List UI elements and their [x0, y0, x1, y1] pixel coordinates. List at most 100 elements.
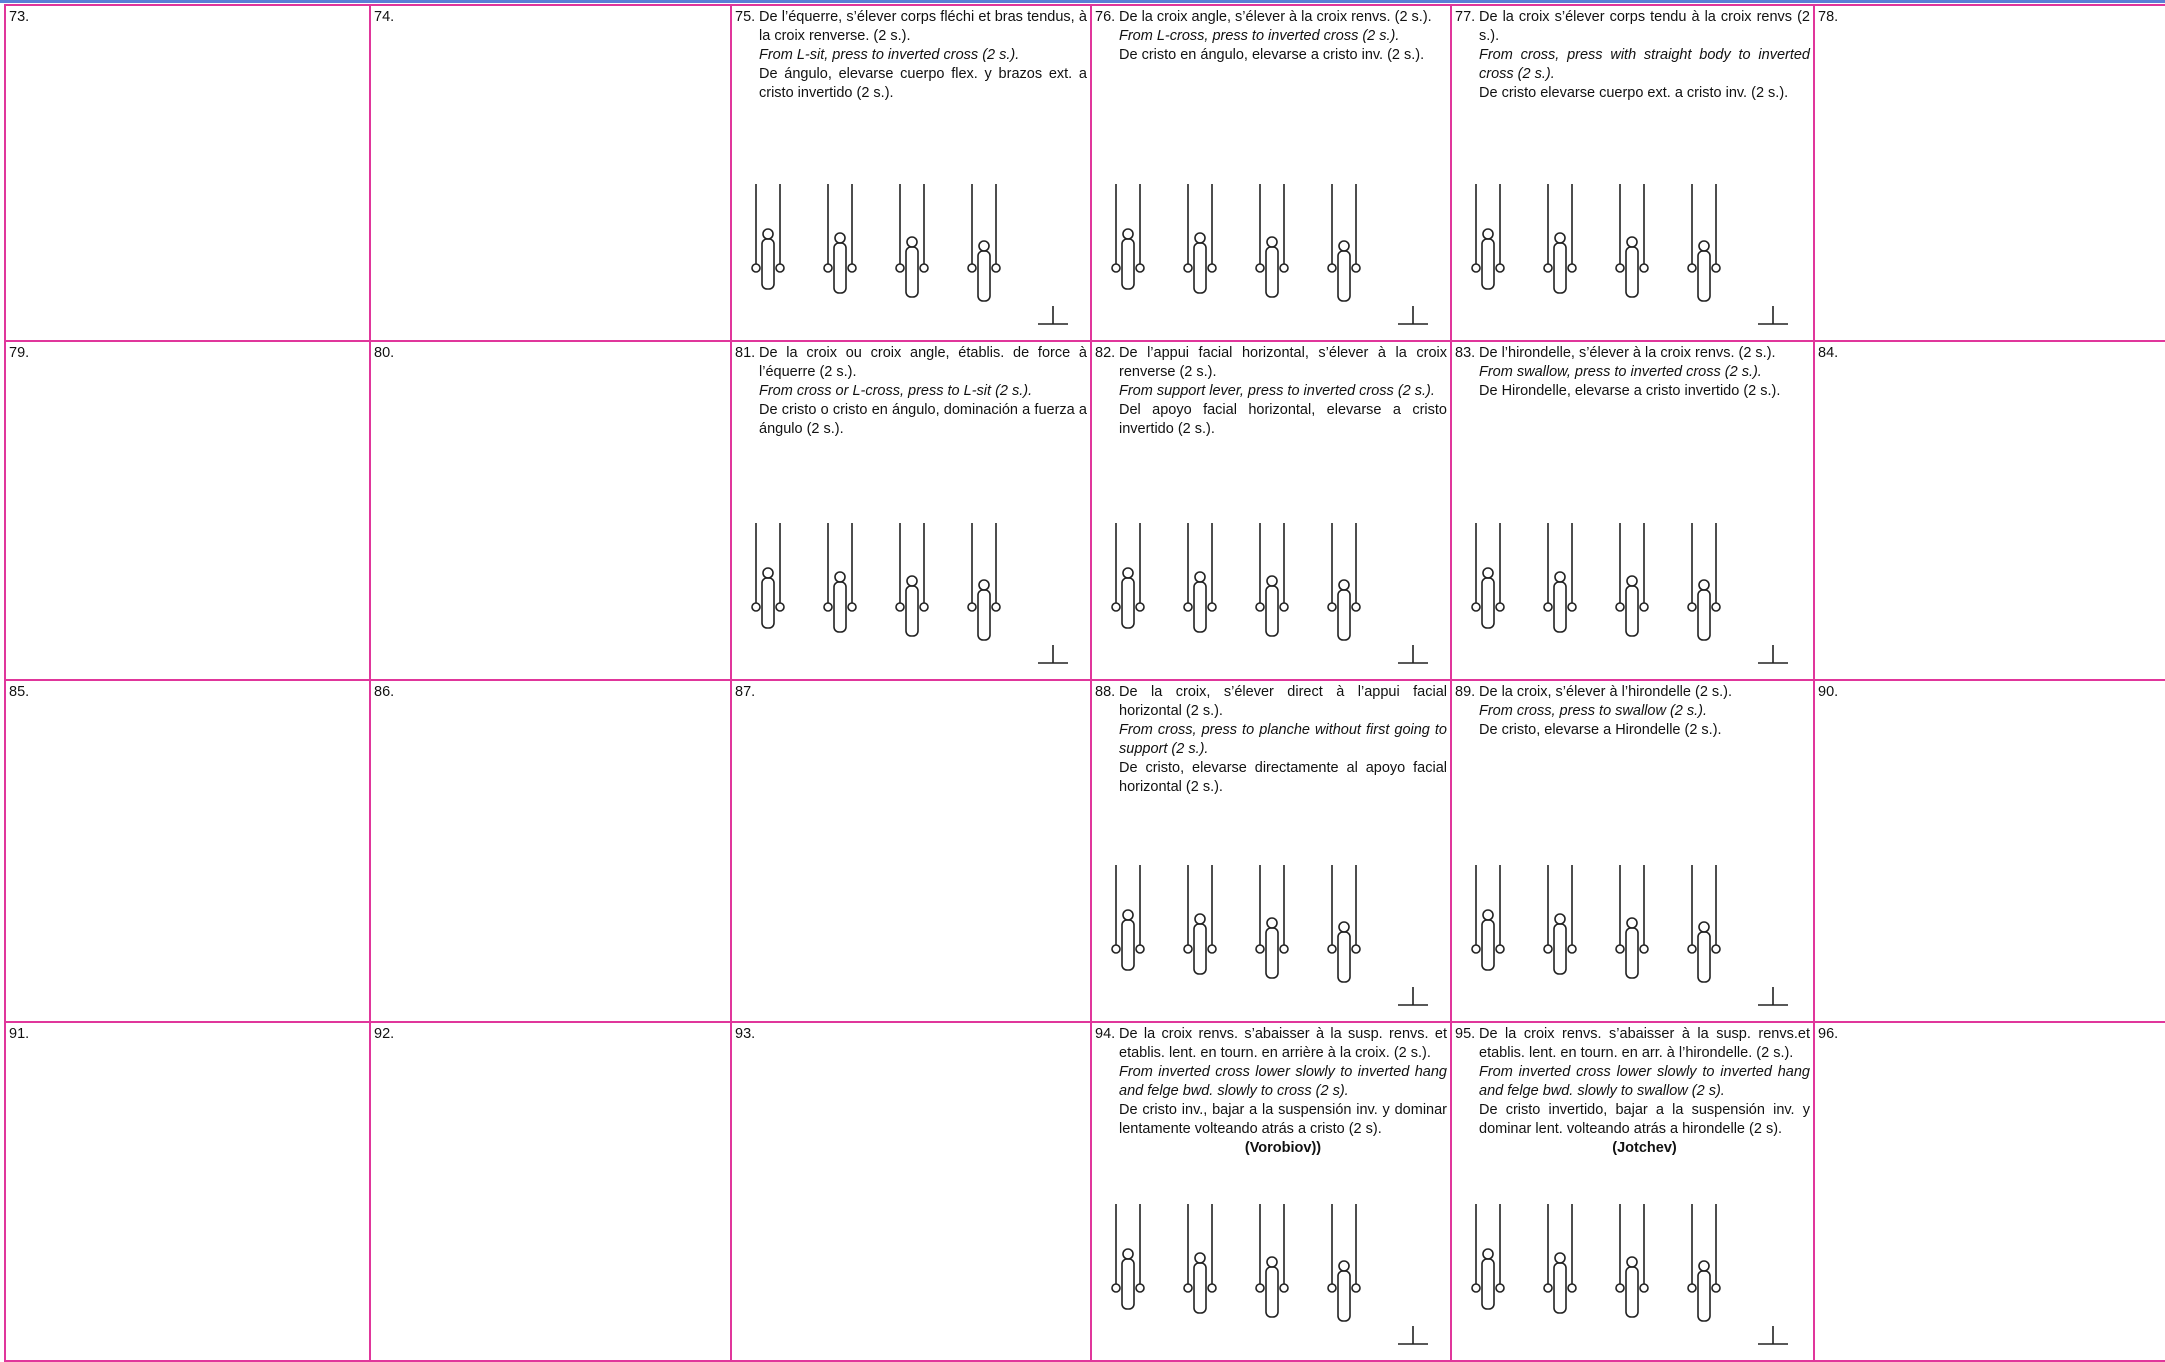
french-text: De l’équerre, s’élever corps fléchi et b… [759, 9, 1087, 44]
exercise-cell: 74. [369, 4, 732, 342]
exercise-cell: 90. [1813, 679, 2165, 1023]
sketch-line [978, 579, 990, 591]
sketch-line [1265, 585, 1279, 637]
sketch-line [967, 263, 977, 273]
sketch-line [1351, 263, 1361, 273]
sketch-line [1327, 944, 1337, 954]
sketch-line [834, 571, 846, 583]
sketch-line [1482, 909, 1494, 921]
exercise-number: 86. [374, 684, 395, 700]
sketch-line [1337, 589, 1351, 641]
sketch-line [1481, 238, 1495, 290]
sketch-line [1687, 1283, 1697, 1293]
sketch-line [1615, 263, 1625, 273]
sketch-line [1554, 913, 1566, 925]
sketch-line [1338, 1260, 1350, 1272]
sketch-line [1543, 602, 1553, 612]
sketch-line [1553, 581, 1567, 633]
sketch-line [1625, 246, 1639, 298]
sketch-line [1698, 921, 1710, 933]
exercise-cell: 83. De l’hirondelle, s’élever à la croix … [1450, 340, 1815, 681]
sketch-line [1255, 1283, 1265, 1293]
sketch-line [1327, 1283, 1337, 1293]
exercise-number: 87. [735, 684, 756, 700]
sketch-line [1255, 944, 1265, 954]
illustration [1111, 1204, 1428, 1345]
sketch-line [1183, 602, 1193, 612]
exercise-cell: 73. [4, 4, 371, 342]
sketch-line [847, 602, 857, 612]
exercise-cell: 92. [369, 1021, 732, 1362]
spanish-text: De cristo o cristo en ángulo, dominación… [759, 402, 1087, 437]
exercise-cell: 75. De l’équerre, s’élever corps fléchi e… [730, 4, 1092, 342]
english-text: From inverted cross lower slowly to inve… [1119, 1064, 1447, 1099]
english-text: From L-cross, press to inverted cross (2… [1119, 28, 1400, 44]
sketch-line [761, 238, 775, 290]
sketch-line [1711, 1283, 1721, 1293]
exercise-number: 90. [1818, 684, 1839, 700]
sketch-line [1554, 571, 1566, 583]
cell-header: 76. De la croix angle, s’élever à la croi… [1092, 6, 1450, 65]
sketch-line [847, 263, 857, 273]
sketch-line [1687, 602, 1697, 612]
sketch-line [1697, 931, 1711, 983]
cell-header: 80. [371, 342, 730, 363]
exercise-number: 94. [1095, 1026, 1116, 1042]
sketch-line [895, 602, 905, 612]
exercise-cell: 89. De la croix, s’élever à l’hirondelle … [1450, 679, 1815, 1023]
exercise-number: 84. [1818, 345, 1839, 361]
sketch-line [1639, 263, 1649, 273]
sketch-line [751, 602, 761, 612]
cell-header: 78. [1815, 6, 2165, 27]
spanish-text: Del apoyo facial horizontal, elevarse a … [1119, 402, 1447, 437]
sketch-line [1481, 577, 1495, 629]
sketch-line [906, 575, 918, 587]
english-text: From swallow, press to inverted cross (2… [1479, 364, 1762, 380]
sketch-line [1327, 263, 1337, 273]
exercise-number: 88. [1095, 684, 1116, 700]
sketch-line [1639, 944, 1649, 954]
sketch-line [834, 232, 846, 244]
french-text: De l’appui facial horizontal, s’élever à… [1119, 345, 1447, 380]
exercise-number: 77. [1455, 9, 1476, 25]
sketch-line [1279, 602, 1289, 612]
sketch-line [1111, 1283, 1121, 1293]
cell-header: 82. De l’appui facial horizontal, s’éleve… [1092, 342, 1450, 439]
sketch-line [1615, 602, 1625, 612]
sketch-line [1495, 263, 1505, 273]
sketch-line [833, 581, 847, 633]
exercise-cell: 87. [730, 679, 1092, 1023]
sketch-line [1279, 944, 1289, 954]
exercise-cell: 77. De la croix s’élever corps tendu à la… [1450, 4, 1815, 342]
exercise-cell: 96. [1813, 1021, 2165, 1362]
exercise-number: 89. [1455, 684, 1476, 700]
exercise-number: 93. [735, 1026, 756, 1042]
sketch-line [823, 602, 833, 612]
sketch-line [1193, 923, 1207, 975]
cell-header: 84. [1815, 342, 2165, 363]
sketch-line [1567, 263, 1577, 273]
sketch-line [1135, 602, 1145, 612]
sketch-line [1351, 1283, 1361, 1293]
sketch-line [1495, 602, 1505, 612]
spanish-text: De cristo inv., bajar a la suspensión in… [1119, 1102, 1447, 1137]
sketch-line [1121, 238, 1135, 290]
sketch-line [1337, 931, 1351, 983]
exercise-cell: 85. [4, 679, 371, 1023]
sketch-line [1626, 917, 1638, 929]
sketch-line [1711, 944, 1721, 954]
english-text: From inverted cross lower slowly to inve… [1479, 1064, 1810, 1099]
exercise-cell: 79. [4, 340, 371, 681]
cell-header: 73. [6, 6, 369, 27]
sketch-line [1255, 263, 1265, 273]
sketch-line [1471, 263, 1481, 273]
exercise-number: 85. [9, 684, 30, 700]
french-text: De la croix s’élever corps tendu à la cr… [1479, 9, 1810, 44]
exercise-cell: 84. [1813, 340, 2165, 681]
english-text: From support lever, press to inverted cr… [1119, 383, 1435, 399]
sketch-line [1553, 242, 1567, 294]
sketch-line [1567, 944, 1577, 954]
exercise-cell: 78. [1813, 4, 2165, 342]
sketch-line [1338, 921, 1350, 933]
sketch-line [991, 263, 1001, 273]
